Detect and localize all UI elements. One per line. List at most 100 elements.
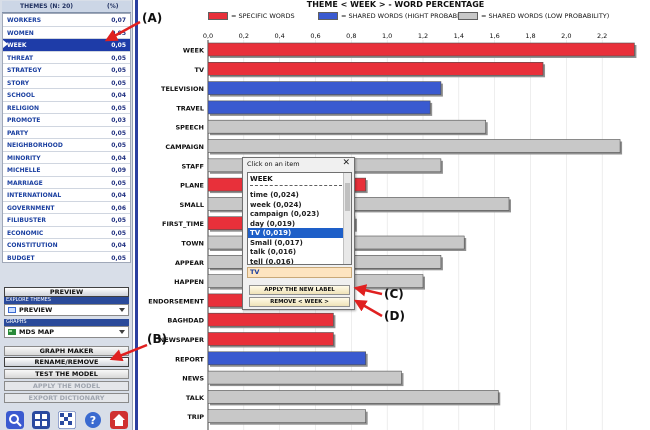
chart-title: THEME < WEEK > - WORD PERCENTAGE xyxy=(306,0,485,9)
category-label[interactable]: WEEK xyxy=(183,47,205,55)
graphs-select[interactable]: MDS MAP xyxy=(4,326,129,338)
category-label[interactable]: HAPPEN xyxy=(174,278,204,286)
bar-speech[interactable] xyxy=(207,119,487,134)
grid-icon[interactable] xyxy=(32,411,50,429)
theme-row[interactable]: MARRIAGE 0,05 xyxy=(3,177,130,189)
bar-campaign[interactable] xyxy=(207,139,621,153)
theme-percentage: 0,05 xyxy=(111,29,126,37)
theme-row[interactable]: ECONOMIC 0,05 xyxy=(3,227,130,239)
scrollbar-thumb[interactable] xyxy=(345,183,350,211)
theme-row[interactable]: RELIGION 0,05 xyxy=(3,102,130,114)
bar-report[interactable] xyxy=(207,351,366,366)
listbox-item[interactable]: TV (0,019) xyxy=(248,228,344,238)
category-label[interactable]: TELEVISION xyxy=(161,85,204,93)
rename-remove-button[interactable]: RENAME/REMOVE xyxy=(4,357,129,367)
theme-row[interactable]: CONSTITUTION 0,04 xyxy=(3,239,130,252)
word-listbox[interactable]: WEEK time (0,024) week (0,024) campaign (0… xyxy=(247,172,352,265)
bar-newspaper[interactable] xyxy=(207,332,334,346)
theme-row[interactable]: INTERNATIONAL 0,04 xyxy=(3,189,130,202)
theme-row[interactable]: PARTY 0,05 xyxy=(3,127,130,139)
theme-row[interactable]: STORY 0,05 xyxy=(3,77,130,89)
theme-row[interactable]: THREAT 0,05 xyxy=(3,52,130,64)
theme-percentage: 0,05 xyxy=(111,142,126,149)
graphs-value: MDS MAP xyxy=(19,328,55,336)
category-label[interactable]: SPEECH xyxy=(175,124,204,132)
search-icon[interactable] xyxy=(6,411,24,429)
themes-list[interactable]: WORKERS 0,07 WOMEN 0,05 WEEK 0,05 THREAT 0,05 ST… xyxy=(2,13,131,263)
theme-row[interactable]: GOVERNMENT 0,06 xyxy=(3,202,130,214)
listbox-item[interactable]: talk (0,016) xyxy=(250,248,297,256)
checker-icon[interactable] xyxy=(58,411,76,429)
theme-row[interactable]: BUDGET 0,05 xyxy=(3,252,130,263)
x-tick-label: 1,2 xyxy=(418,32,428,40)
theme-name: STORY xyxy=(7,79,30,87)
theme-row[interactable]: WORKERS 0,07 xyxy=(3,14,130,27)
listbox-item[interactable]: campaign (0,023) xyxy=(250,210,320,218)
theme-row[interactable]: FILIBUSTER 0,05 xyxy=(3,214,130,227)
category-label[interactable]: STAFF xyxy=(181,162,204,170)
listbox-item[interactable]: tell (0,016) xyxy=(250,257,294,265)
theme-name: RELIGION xyxy=(7,104,40,112)
close-icon[interactable]: ✕ xyxy=(342,158,350,168)
new-label-input[interactable]: TV xyxy=(247,267,352,278)
theme-row[interactable]: STRATEGY 0,05 xyxy=(3,64,130,77)
explore-themes-select[interactable]: PREVIEW xyxy=(4,304,129,316)
category-label[interactable]: ENDORSEMENT xyxy=(148,297,204,305)
theme-row[interactable]: WOMEN 0,05 xyxy=(3,27,130,39)
legend-label-shared-high: = SHARED WORDS (HIGHT PROBABILITY) xyxy=(341,12,476,20)
theme-row[interactable]: MICHELLE 0,09 xyxy=(3,164,130,177)
bar-travel[interactable] xyxy=(207,100,431,115)
category-label[interactable]: TRIP xyxy=(187,413,204,421)
category-label[interactable]: NEWSPAPER xyxy=(159,336,204,344)
bar-tv[interactable] xyxy=(207,61,544,76)
listbox-item[interactable]: week (0,024) xyxy=(250,200,302,209)
preview-button[interactable]: PREVIEW xyxy=(4,287,129,297)
bar-television[interactable] xyxy=(207,81,442,95)
theme-percentage: 0,04 xyxy=(111,192,126,199)
category-label[interactable]: TALK xyxy=(186,394,205,402)
theme-row[interactable]: PROMOTE 0,03 xyxy=(3,114,130,127)
help-icon[interactable]: ? xyxy=(84,411,102,429)
category-label[interactable]: APPEAR xyxy=(175,259,204,267)
category-label[interactable]: TRAVEL xyxy=(176,104,204,112)
theme-row[interactable]: MINORITY 0,04 xyxy=(3,152,130,164)
theme-percentage: 0,03 xyxy=(111,117,126,124)
theme-name: THREAT xyxy=(7,54,34,62)
category-label[interactable]: REPORT xyxy=(175,355,204,363)
annotation-d: (D) xyxy=(384,309,405,323)
category-label[interactable]: BAGHDAD xyxy=(167,317,204,325)
listbox-item[interactable]: day (0,019) xyxy=(250,219,296,228)
bar-baghdad[interactable] xyxy=(207,312,334,327)
listbox-item[interactable]: Small (0,017) xyxy=(250,238,303,247)
apply-new-label-button[interactable]: APPLY THE NEW LABEL xyxy=(249,285,350,295)
graph-maker-button[interactable]: GRAPH MAKER xyxy=(4,346,129,356)
bar-news[interactable] xyxy=(207,370,402,385)
theme-name: WORKERS xyxy=(7,17,42,24)
bar-talk[interactable] xyxy=(207,390,499,404)
category-label[interactable]: TOWN xyxy=(181,240,204,248)
test-model-button[interactable]: TEST THE MODEL xyxy=(4,369,129,379)
theme-name: MINORITY xyxy=(7,154,41,162)
category-label[interactable]: FIRST_TIME xyxy=(162,220,204,228)
themes-sidebar: THEMES (N: 20) (%) WORKERS 0,07 WOMEN 0,05 W… xyxy=(0,0,133,430)
theme-row[interactable]: NEIGHBORHOOD 0,05 xyxy=(3,139,130,152)
bar-trip[interactable] xyxy=(207,409,366,424)
home-icon[interactable] xyxy=(110,411,128,429)
apply-model-button[interactable]: APPLY THE MODEL xyxy=(4,381,129,391)
category-label[interactable]: SMALL xyxy=(180,201,204,209)
theme-name: FILIBUSTER xyxy=(7,217,46,224)
theme-name: WOMEN xyxy=(7,29,34,37)
listbox-item[interactable]: time (0,024) xyxy=(250,191,299,199)
category-label[interactable]: NEWS xyxy=(182,375,204,383)
listbox-scrollbar[interactable] xyxy=(343,173,351,264)
legend-swatch-shared-low xyxy=(458,12,478,20)
category-label[interactable]: CAMPAIGN xyxy=(165,143,204,151)
theme-row[interactable]: SCHOOL 0,04 xyxy=(3,89,130,102)
category-label[interactable]: TV xyxy=(195,66,204,74)
map-icon xyxy=(8,329,16,335)
export-dictionary-button[interactable]: EXPORT DICTIONARY xyxy=(4,393,129,403)
remove-theme-button[interactable]: REMOVE < WEEK > xyxy=(249,297,350,307)
category-label[interactable]: PLANE xyxy=(180,182,204,190)
theme-row[interactable]: WEEK 0,05 xyxy=(3,39,130,52)
bar-week[interactable] xyxy=(207,42,635,57)
